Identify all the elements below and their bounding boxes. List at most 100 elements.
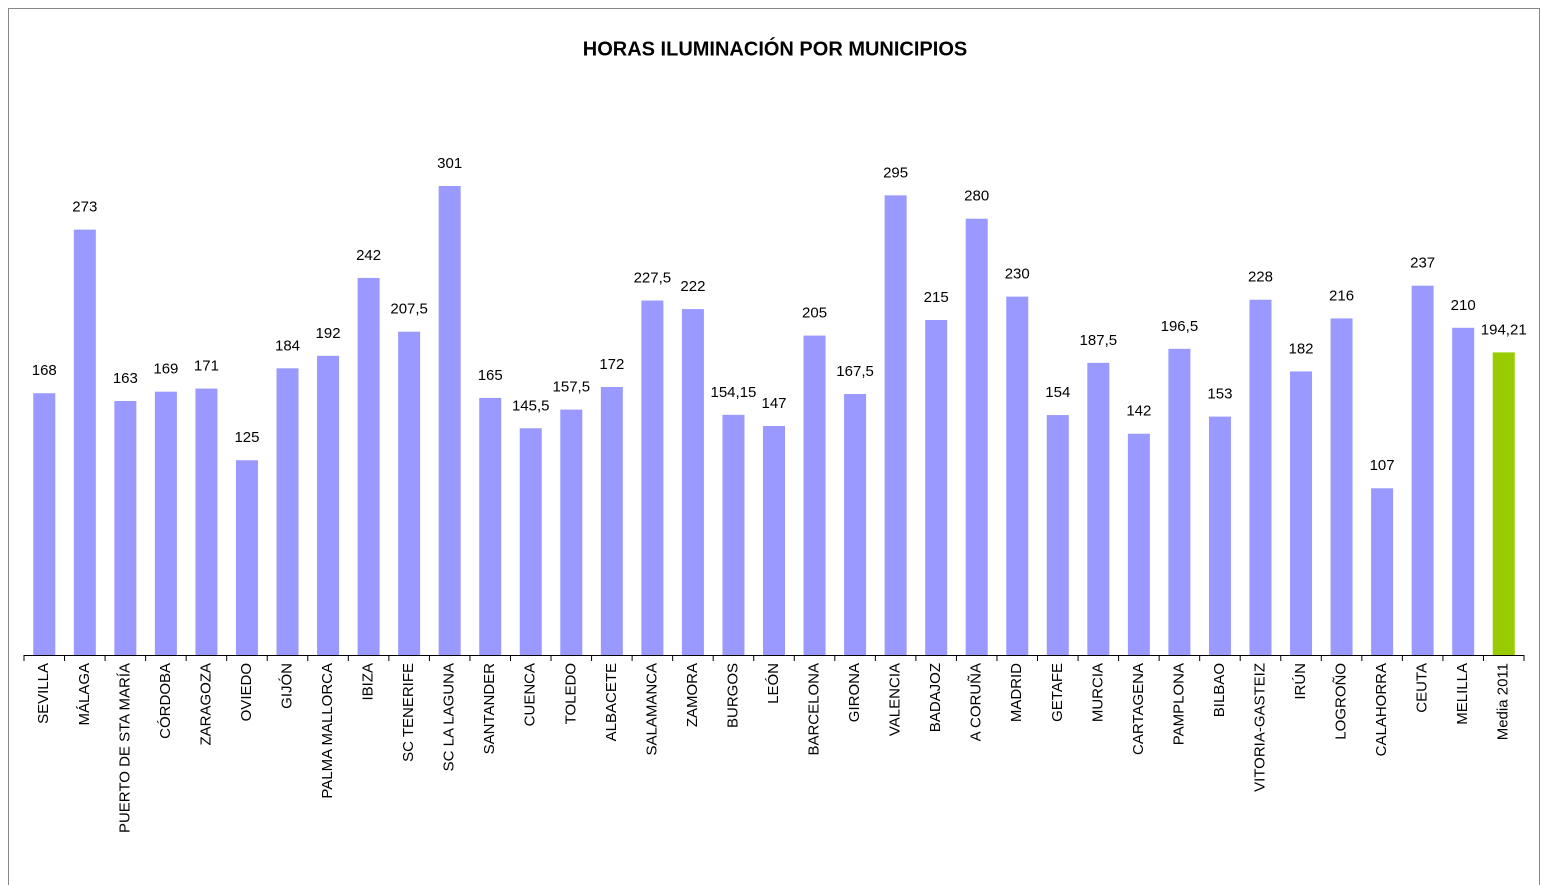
x-tick-label: IBIZA	[360, 663, 377, 701]
x-tick-label: VITORIA-GASTEIZ	[1251, 663, 1268, 792]
value-label: 227,5	[634, 269, 672, 286]
chart-title: HORAS ILUMINACIÓN POR MUNICIPIOS	[583, 36, 967, 60]
value-label: 228	[1248, 269, 1273, 286]
chart-border	[8, 8, 1540, 885]
x-tick-label: ZAMORA	[684, 663, 701, 727]
x-tick-label: BILBAO	[1211, 663, 1228, 717]
x-tick-label: ZARAGOZA	[197, 663, 214, 746]
x-tick-label: GIRONA	[846, 663, 863, 722]
value-label: 210	[1451, 297, 1476, 314]
value-label: 169	[153, 361, 178, 378]
bar	[1168, 348, 1191, 655]
value-label: 222	[680, 278, 705, 295]
x-tick-label: CARTAGENA	[1130, 663, 1147, 755]
x-tick-label: CÓRDOBA	[157, 663, 174, 739]
x-tick-label: CUENCA	[522, 663, 539, 726]
bar	[1208, 416, 1231, 655]
bar	[33, 393, 56, 655]
value-label: 295	[883, 164, 908, 181]
x-tick-label: SC LA LAGUNA	[441, 663, 458, 771]
value-label: 215	[924, 289, 949, 306]
bar	[803, 335, 826, 655]
bar	[519, 428, 542, 655]
value-label: 192	[316, 325, 341, 342]
value-label: 242	[356, 247, 381, 264]
bar	[114, 401, 137, 655]
value-label: 205	[802, 305, 827, 322]
bar	[235, 460, 258, 655]
value-label: 207,5	[390, 301, 428, 318]
value-label: 145,5	[512, 397, 550, 414]
x-tick-label: CALAHORRA	[1373, 663, 1390, 756]
value-label: 280	[964, 188, 989, 205]
value-label: 147	[761, 395, 786, 412]
x-tick-label: IRÚN	[1292, 663, 1309, 700]
x-tick-label: TOLEDO	[562, 663, 579, 724]
value-label: 184	[275, 337, 300, 354]
bar	[1249, 299, 1272, 655]
x-tick-label: PALMA MALLORCA	[319, 663, 336, 799]
bar	[1087, 362, 1110, 655]
bar	[1411, 285, 1434, 655]
bar	[763, 425, 785, 655]
bar	[195, 388, 218, 655]
bar	[479, 397, 502, 655]
bar	[276, 368, 299, 655]
x-tick-label: CEUTA	[1414, 663, 1431, 713]
x-tick-label: SC TENERIFE	[400, 663, 417, 762]
value-label: 216	[1329, 287, 1354, 304]
bar	[560, 409, 583, 655]
bar	[73, 229, 96, 655]
bar	[600, 387, 623, 655]
x-tick-label: MELILLA	[1454, 663, 1471, 725]
bar	[357, 277, 380, 655]
bar	[154, 391, 177, 655]
value-label: 125	[234, 429, 259, 446]
bar	[722, 414, 745, 655]
x-tick-label: BARCELONA	[806, 663, 823, 756]
bar	[398, 331, 421, 655]
value-label: 163	[113, 370, 138, 387]
value-label: 301	[437, 155, 462, 172]
bar	[1127, 433, 1150, 655]
bar	[438, 186, 461, 655]
bar	[1452, 327, 1475, 655]
x-tick-label: GETAFE	[1049, 663, 1066, 722]
bar	[1492, 352, 1515, 655]
value-label: 154	[1045, 384, 1070, 401]
bar	[965, 218, 988, 655]
value-label: 196,5	[1161, 318, 1199, 335]
value-label: 237	[1410, 255, 1435, 272]
bar	[317, 355, 340, 655]
value-label: 182	[1289, 340, 1314, 357]
bar	[1006, 296, 1029, 655]
value-label: 153	[1207, 386, 1232, 403]
value-label: 142	[1126, 403, 1151, 420]
x-tick-label: BURGOS	[724, 663, 741, 728]
x-tick-label: MURCIA	[1089, 663, 1106, 722]
value-label: 154,15	[711, 384, 757, 401]
bar	[641, 300, 664, 655]
value-label: 194,21	[1481, 321, 1527, 338]
x-tick-label: SEVILLA	[35, 663, 52, 724]
x-tick-label: SANTANDER	[481, 663, 498, 755]
value-label: 168	[32, 362, 57, 379]
x-tick-label: MÁLAGA	[76, 663, 93, 726]
bar	[884, 195, 907, 656]
value-label: 167,5	[836, 363, 874, 380]
value-label: 107	[1370, 457, 1395, 474]
bar	[925, 320, 948, 655]
x-tick-label: PAMPLONA	[1170, 663, 1187, 745]
value-label: 230	[1005, 266, 1030, 283]
value-label: 172	[599, 356, 624, 373]
x-tick-label: MADRID	[1008, 663, 1025, 722]
value-label: 187,5	[1080, 332, 1118, 349]
bar	[1290, 371, 1313, 655]
x-tick-label: OVIEDO	[238, 663, 255, 721]
x-tick-label: Media 2011	[1495, 663, 1512, 740]
x-tick-label: PUERTO DE STA MARÍA	[116, 663, 133, 833]
x-tick-label: BADAJOZ	[927, 663, 944, 732]
value-label: 273	[72, 199, 97, 216]
value-label: 157,5	[553, 379, 591, 396]
